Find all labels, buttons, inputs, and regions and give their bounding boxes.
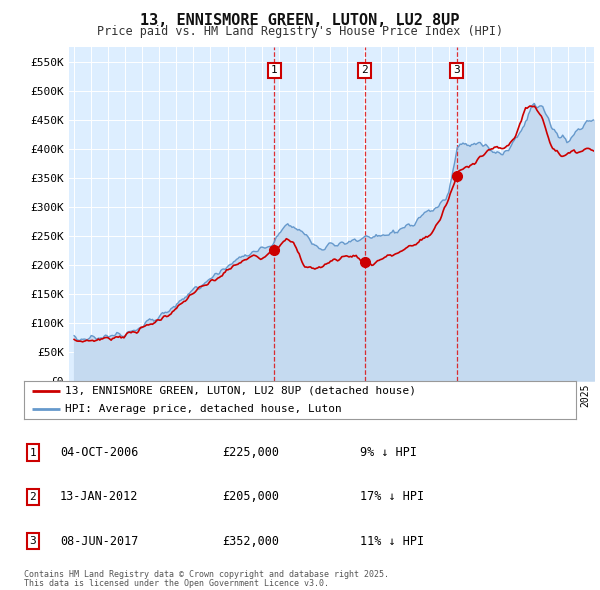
Text: 1: 1	[29, 448, 37, 457]
Text: 2: 2	[29, 492, 37, 502]
Text: 13, ENNISMORE GREEN, LUTON, LU2 8UP (detached house): 13, ENNISMORE GREEN, LUTON, LU2 8UP (det…	[65, 386, 416, 396]
Text: 3: 3	[453, 65, 460, 76]
Text: This data is licensed under the Open Government Licence v3.0.: This data is licensed under the Open Gov…	[24, 579, 329, 588]
Text: 3: 3	[29, 536, 37, 546]
Text: Price paid vs. HM Land Registry's House Price Index (HPI): Price paid vs. HM Land Registry's House …	[97, 25, 503, 38]
Text: 9% ↓ HPI: 9% ↓ HPI	[360, 446, 417, 459]
Text: £352,000: £352,000	[222, 535, 279, 548]
Text: 13, ENNISMORE GREEN, LUTON, LU2 8UP: 13, ENNISMORE GREEN, LUTON, LU2 8UP	[140, 13, 460, 28]
Text: 11% ↓ HPI: 11% ↓ HPI	[360, 535, 424, 548]
Text: HPI: Average price, detached house, Luton: HPI: Average price, detached house, Luto…	[65, 404, 342, 414]
Text: £225,000: £225,000	[222, 446, 279, 459]
Text: 13-JAN-2012: 13-JAN-2012	[60, 490, 139, 503]
Text: 08-JUN-2017: 08-JUN-2017	[60, 535, 139, 548]
Text: 1: 1	[271, 65, 278, 76]
Text: £205,000: £205,000	[222, 490, 279, 503]
Text: 2: 2	[361, 65, 368, 76]
Text: Contains HM Land Registry data © Crown copyright and database right 2025.: Contains HM Land Registry data © Crown c…	[24, 571, 389, 579]
Text: 17% ↓ HPI: 17% ↓ HPI	[360, 490, 424, 503]
Text: 04-OCT-2006: 04-OCT-2006	[60, 446, 139, 459]
